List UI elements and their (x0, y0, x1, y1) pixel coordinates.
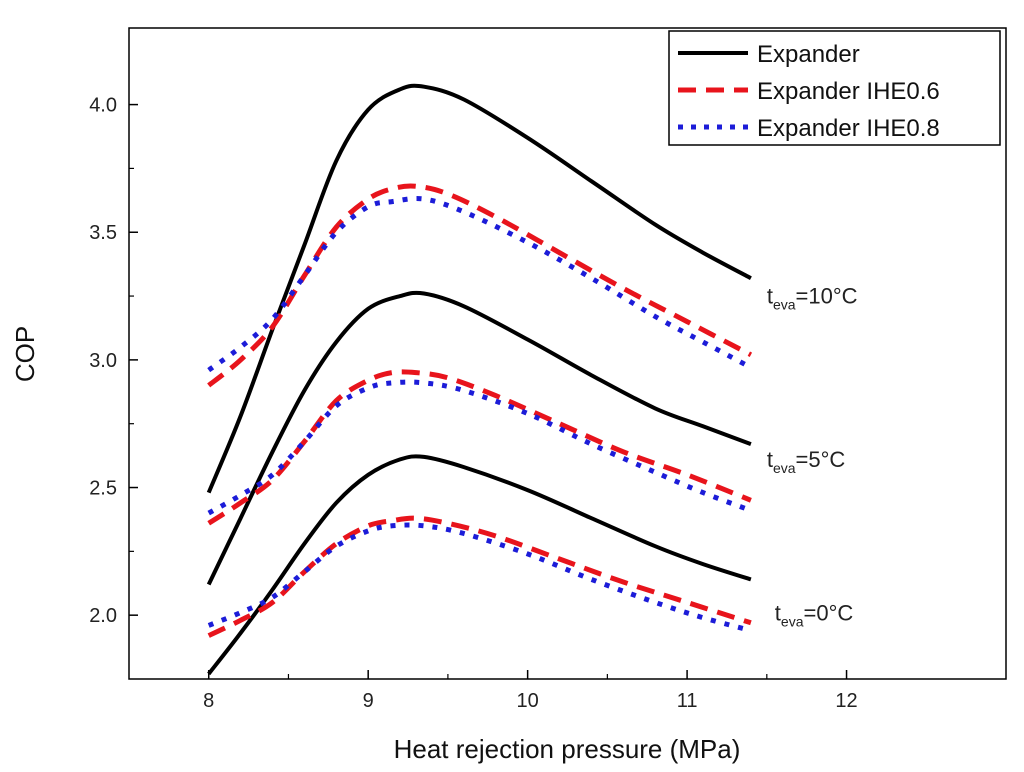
series-line-0c-ihe08 (207, 522, 752, 633)
x-tick-label: 10 (517, 690, 539, 712)
y-tick-label: 3.5 (89, 222, 117, 244)
series-line-0c-ihe06 (207, 515, 752, 638)
legend-label-ihe08: Expander IHE0.8 (757, 115, 940, 142)
series-line-5c-ihe06 (207, 369, 752, 526)
annotation-label: teva=5°C (767, 447, 846, 476)
series-line-10c-expander (206, 83, 752, 494)
y-axis-title: COP (10, 326, 40, 382)
legend-box (668, 30, 1001, 146)
legend: Expander Expander IHE0.6 Expander IHE0.8 (668, 30, 1001, 146)
annotation-label: teva=10°C (767, 284, 858, 313)
x-tick-label: 8 (203, 690, 214, 712)
y-tick-label: 2.5 (89, 478, 117, 500)
legend-label-expander: Expander (757, 41, 860, 68)
series-line-5c-expander (206, 290, 752, 586)
axis-ticks: 8 9 10 11 12 2.0 2.5 3.0 3.5 4.0 (89, 95, 857, 712)
series-line-5c-ihe08 (207, 379, 752, 516)
series-line-0c-expander (207, 454, 752, 676)
y-tick-label: 4.0 (89, 95, 117, 117)
legend-label-ihe06: Expander IHE0.6 (757, 78, 940, 105)
y-tick-label: 3.0 (89, 350, 117, 372)
y-tick-label: 2.0 (89, 605, 117, 627)
annotations: teva=10°C teva=5°C teva=0°C (767, 284, 858, 630)
x-axis-title: Heat rejection pressure (MPa) (394, 734, 741, 764)
x-tick-label: 9 (363, 690, 374, 712)
series-line-10c-ihe06 (207, 183, 753, 388)
series-group (206, 83, 753, 676)
x-tick-label: 12 (835, 690, 857, 712)
annotation-label: teva=0°C (775, 600, 854, 629)
plot-frame (128, 27, 1007, 680)
x-tick-label: 11 (677, 690, 698, 712)
